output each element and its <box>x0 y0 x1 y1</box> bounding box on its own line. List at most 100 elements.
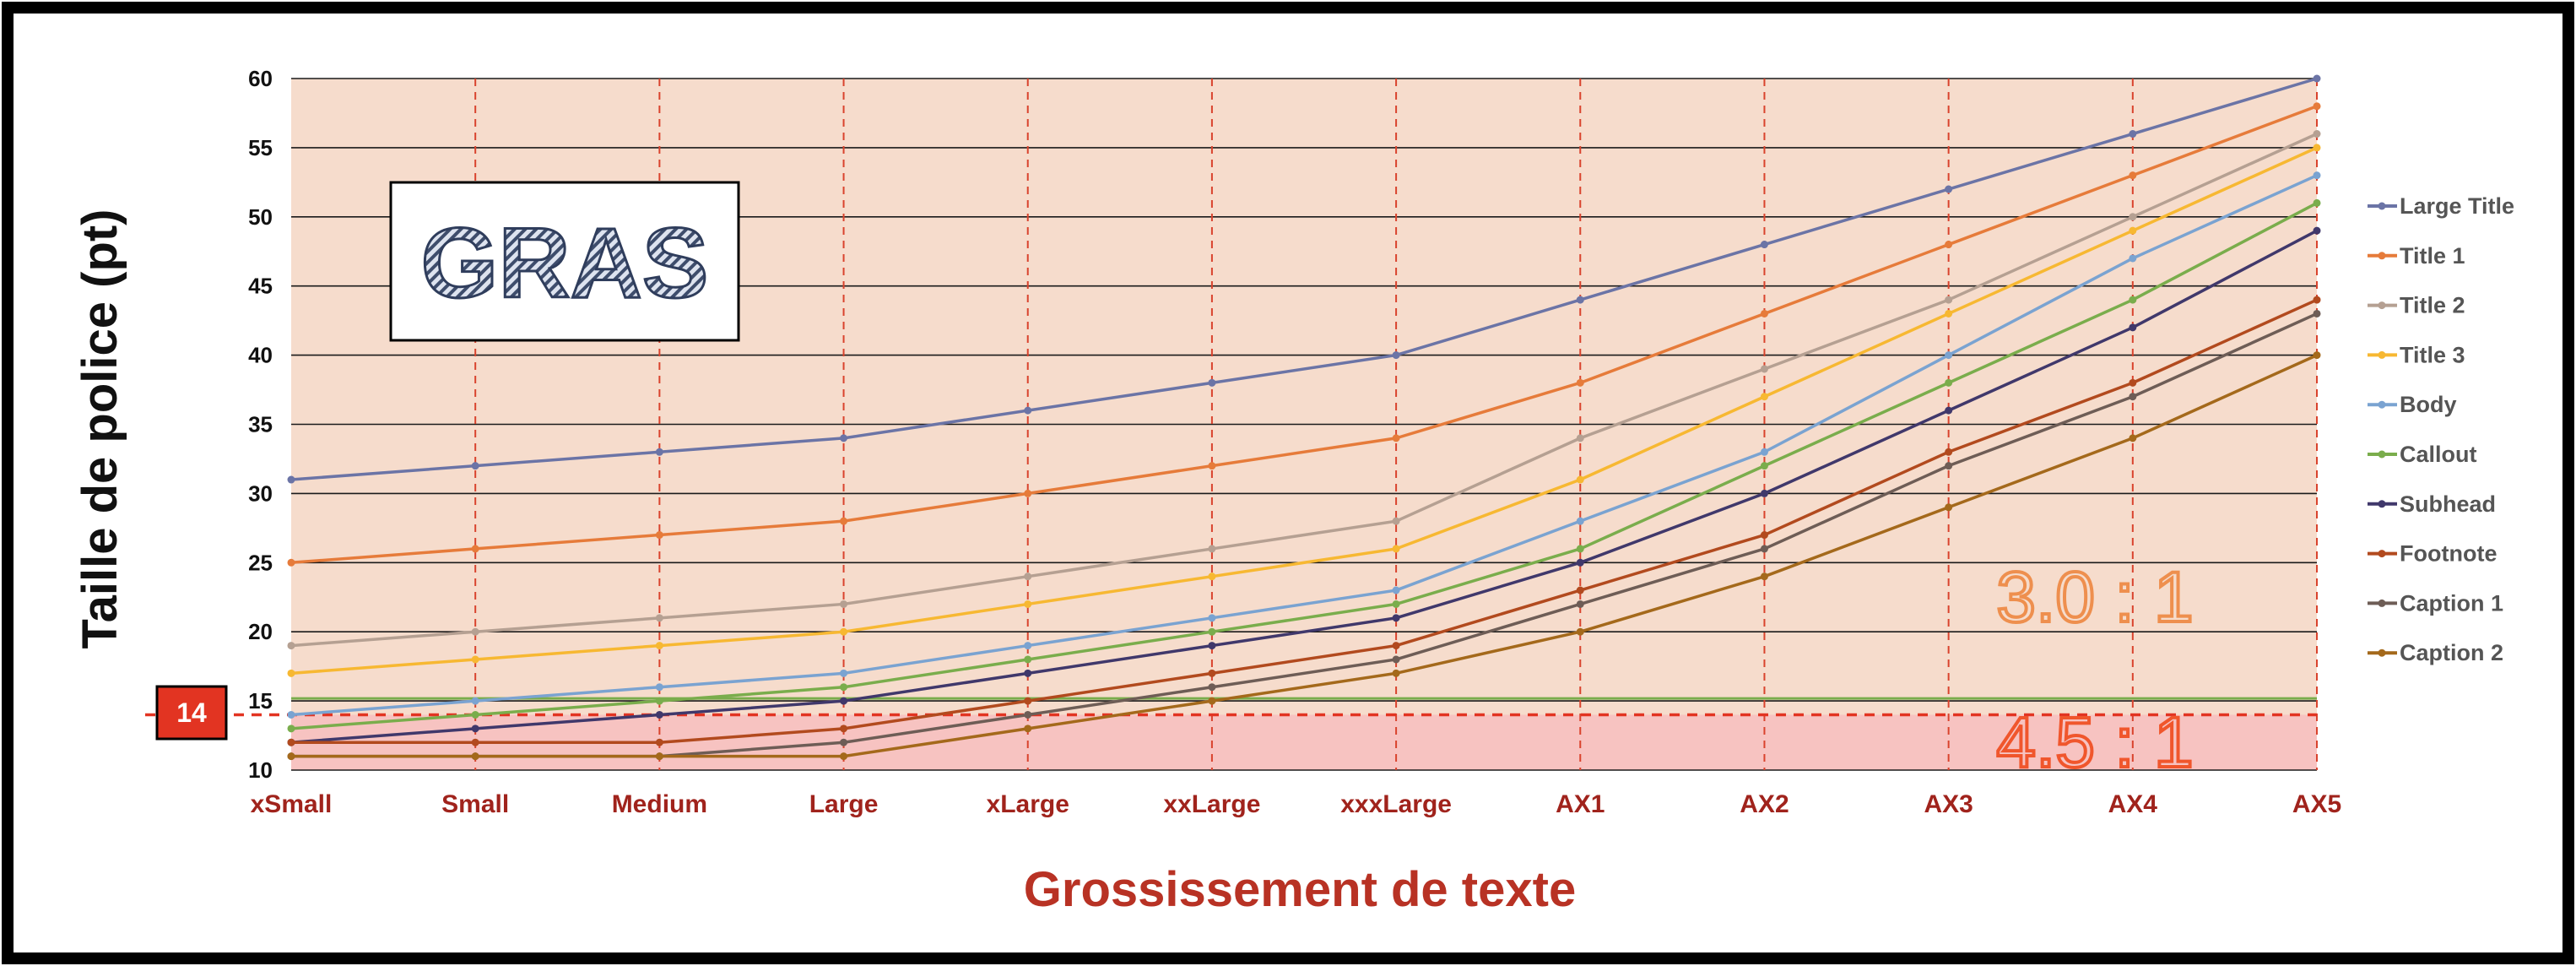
data-point <box>2129 171 2137 180</box>
legend-item: Body <box>2368 392 2457 417</box>
data-point <box>1760 365 1768 373</box>
data-point <box>655 642 663 650</box>
legend-item: Footnote <box>2368 541 2497 567</box>
legend-item: Title 1 <box>2368 243 2465 269</box>
series-line <box>291 298 2318 744</box>
series-line <box>290 132 2318 648</box>
data-point <box>1024 600 1032 608</box>
x-tick-label: AX2 <box>1740 790 1789 818</box>
data-point <box>471 752 479 761</box>
data-point <box>1945 462 1953 470</box>
series-line <box>290 77 2318 481</box>
contrast-ratio-upper: 3.0 : 1 <box>1996 557 2194 637</box>
data-point <box>840 517 848 525</box>
data-point <box>1208 545 1216 553</box>
legend-label: Callout <box>2400 442 2477 467</box>
data-point <box>840 627 848 636</box>
data-point <box>655 752 663 761</box>
data-point <box>655 710 663 719</box>
data-point <box>1945 351 1953 360</box>
series-title-2 <box>287 130 2321 650</box>
data-point <box>1392 669 1400 677</box>
x-tick-label: AX5 <box>2292 790 2341 818</box>
x-tick-label: Large <box>809 790 879 818</box>
data-point <box>1576 545 1584 553</box>
data-point <box>1024 697 1032 705</box>
data-point <box>1392 586 1400 594</box>
data-point <box>1576 475 1584 484</box>
data-point <box>1760 448 1768 456</box>
data-point <box>2313 74 2321 83</box>
legend-marker <box>2378 202 2386 210</box>
legend-marker <box>2378 301 2386 310</box>
legend-marker <box>2378 350 2386 359</box>
data-point <box>471 710 479 719</box>
data-point <box>471 738 479 746</box>
data-point <box>1392 600 1400 608</box>
data-point <box>1024 489 1032 497</box>
legend-item: Caption 1 <box>2368 590 2503 616</box>
threshold-badge-label: 14 <box>176 697 207 728</box>
data-point <box>471 724 479 733</box>
style-label-box: GRAS <box>389 181 740 342</box>
series-callout <box>287 198 2321 733</box>
data-point <box>1760 241 1768 249</box>
data-point <box>2129 434 2137 442</box>
data-point <box>2129 378 2137 387</box>
data-point <box>655 697 663 705</box>
data-point <box>655 683 663 692</box>
data-point <box>1576 517 1584 525</box>
data-point <box>471 545 479 553</box>
data-point <box>840 669 848 677</box>
data-point <box>840 697 848 705</box>
data-point <box>1208 614 1216 622</box>
data-point <box>2313 144 2321 152</box>
data-point <box>287 475 295 484</box>
series-line <box>290 146 2318 676</box>
data-point <box>840 724 848 733</box>
data-point <box>1945 296 1953 304</box>
data-point <box>2313 351 2321 360</box>
legend: Large Title Title 1 Title 2 Title 3 Body Call… <box>2368 193 2514 665</box>
data-point <box>2313 130 2321 138</box>
data-point <box>1392 351 1400 360</box>
legend-marker <box>2378 400 2386 409</box>
threshold-badge: 14 <box>155 685 228 741</box>
legend-marker <box>2378 500 2386 508</box>
series-footnote <box>287 296 2321 746</box>
data-point <box>2129 226 2137 235</box>
style-label-text: GRAS <box>421 208 709 319</box>
data-point <box>287 724 295 733</box>
y-tick-label: 40 <box>248 343 273 368</box>
series-layer <box>287 74 2321 761</box>
y-tick-label: 30 <box>248 480 273 506</box>
data-point <box>1208 627 1216 636</box>
data-point <box>1576 600 1584 608</box>
data-point <box>840 434 848 442</box>
y-tick-label: 35 <box>248 412 273 437</box>
data-point <box>1945 185 1953 193</box>
data-point <box>1576 558 1584 567</box>
data-point <box>1760 462 1768 470</box>
legend-label: Body <box>2400 392 2457 417</box>
data-point <box>287 642 295 650</box>
y-axis-ticks: 10 15 20 25 30 35 40 45 50 55 60 <box>248 66 273 783</box>
legend-item: Callout <box>2368 442 2477 467</box>
data-point <box>840 752 848 761</box>
y-tick-label: 60 <box>248 66 273 91</box>
data-point <box>655 614 663 622</box>
legend-item: Large Title <box>2368 193 2514 219</box>
data-point <box>1024 655 1032 664</box>
data-point <box>1576 434 1584 442</box>
data-point <box>1576 586 1584 594</box>
legend-marker <box>2378 450 2386 459</box>
data-point <box>2313 198 2321 207</box>
data-point <box>1024 724 1032 733</box>
series-line <box>290 201 2318 730</box>
contrast-ratio-lower: 4.5 : 1 <box>1996 703 2194 782</box>
data-point <box>1945 406 1953 415</box>
x-tick-label: xLarge <box>987 790 1069 818</box>
data-point <box>1760 393 1768 401</box>
data-point <box>1760 489 1768 497</box>
data-point <box>287 710 295 719</box>
